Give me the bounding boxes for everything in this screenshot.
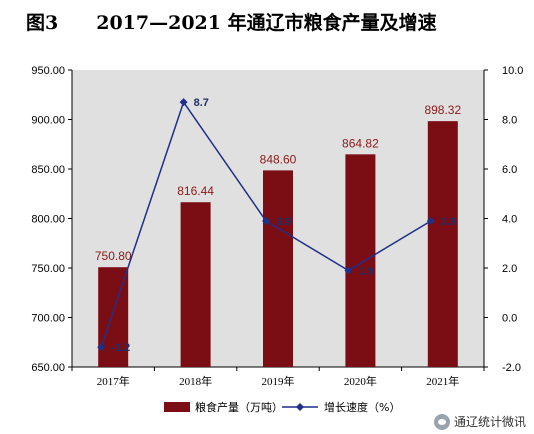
bar-data-label: 898.32 xyxy=(424,103,461,117)
figure-title: 2017—2021 年通辽市粮食产量及增速 xyxy=(96,11,437,34)
left-tick-label: 750.00 xyxy=(31,263,65,275)
bar xyxy=(427,121,458,367)
x-tick-label: 2019年 xyxy=(262,374,295,388)
legend-bar-label: 粮食产量（万吨） xyxy=(195,400,283,414)
watermark-text: 通辽统计微讯 xyxy=(453,415,526,429)
left-tick-label: 700.00 xyxy=(31,313,65,325)
x-tick-label: 2021年 xyxy=(426,374,459,388)
growth-point xyxy=(426,216,435,225)
growth-data-label: 3.9 xyxy=(441,216,456,228)
legend-bar-swatch xyxy=(164,402,190,412)
growth-data-label: 3.9 xyxy=(276,216,291,228)
legend-line-marker xyxy=(296,403,304,411)
growth-data-label: 8.7 xyxy=(194,97,209,109)
right-tick-label: 4.0 xyxy=(502,214,517,226)
bar xyxy=(263,170,293,367)
growth-data-label: -1.2 xyxy=(111,342,130,354)
growth-point xyxy=(344,266,353,275)
left-tick-label: 950.00 xyxy=(31,65,65,77)
growth-point xyxy=(97,343,106,352)
growth-data-label: 1.9 xyxy=(358,265,373,277)
x-tick-label: 2018年 xyxy=(179,374,212,388)
right-tick-label: 6.0 xyxy=(502,164,517,176)
wechat-icon xyxy=(433,413,450,430)
left-tick-label: 650.00 xyxy=(31,362,65,374)
bar-data-label: 750.80 xyxy=(95,249,132,263)
bar-data-label: 848.60 xyxy=(260,152,297,166)
left-tick-label: 900.00 xyxy=(31,115,65,127)
x-tick-label: 2020年 xyxy=(344,374,377,388)
bar-data-label: 864.82 xyxy=(342,136,379,150)
right-tick-label: -2.0 xyxy=(502,362,521,374)
right-tick-label: 8.0 xyxy=(502,115,517,127)
left-tick-label: 800.00 xyxy=(31,214,65,226)
right-tick-label: 2.0 xyxy=(502,263,517,275)
legend-line-label: 增长速度（%） xyxy=(324,400,400,414)
figure-number: 图3 xyxy=(26,11,59,34)
growth-point xyxy=(262,216,270,225)
bar-data-label: 816.44 xyxy=(177,184,214,198)
bar xyxy=(345,154,376,367)
right-tick-label: 0.0 xyxy=(502,313,517,325)
watermark: 通辽统计微讯 xyxy=(433,413,526,430)
bar xyxy=(180,202,211,367)
left-tick-label: 850.00 xyxy=(31,164,65,176)
right-tick-label: 10.0 xyxy=(502,65,523,77)
figure-title-row: 图3 2017—2021 年通辽市粮食产量及增速 xyxy=(26,6,437,36)
x-tick-label: 2017年 xyxy=(97,374,130,388)
growth-point xyxy=(179,98,188,107)
